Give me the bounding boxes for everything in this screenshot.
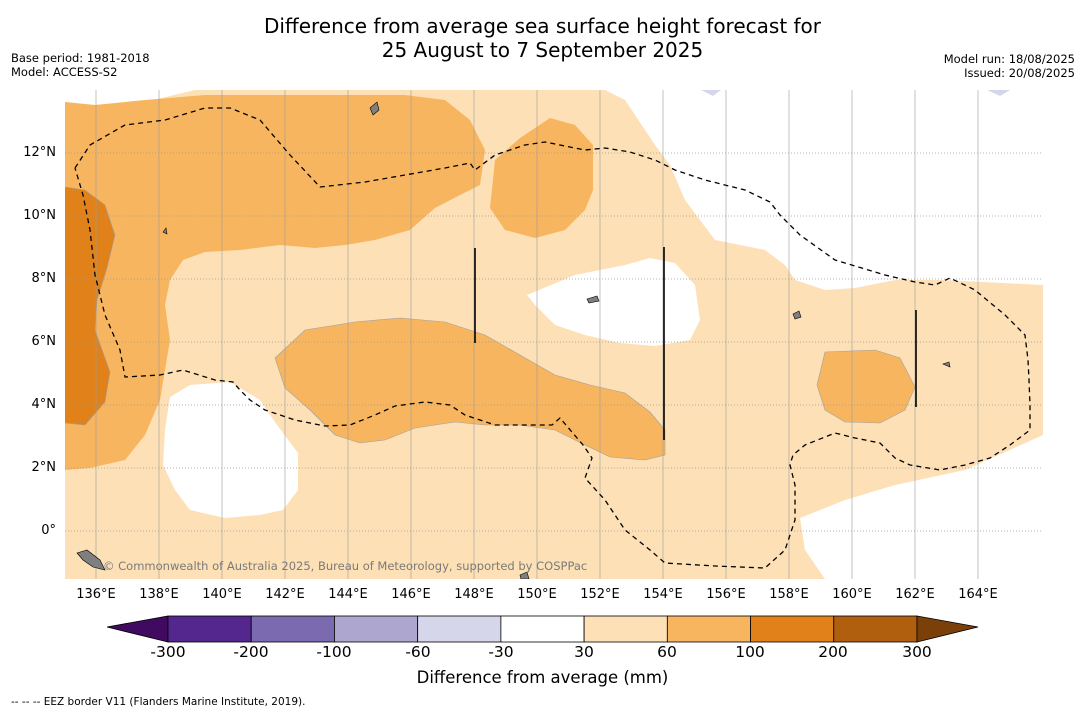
anomaly-100-200-west xyxy=(65,187,115,425)
colorbar-segment xyxy=(334,615,419,643)
colorbar-extend-low xyxy=(107,615,169,643)
forecast-map xyxy=(65,90,1043,579)
colorbar-tick-300: 300 xyxy=(902,643,932,661)
lon-tick-164e: 164°E xyxy=(958,587,998,602)
lon-tick-150e: 150°E xyxy=(517,587,557,602)
meta-left: Base period: 1981-2018 Model: ACCESS-S2 xyxy=(11,51,150,79)
neutral-area-center xyxy=(527,258,700,346)
colorbar-extend-high xyxy=(916,615,979,643)
model-run: Model run: 18/08/2025 xyxy=(943,52,1075,66)
colorbar-segment xyxy=(250,615,335,643)
colorbar-tick-neg200: -200 xyxy=(233,643,269,661)
neutral-area-west xyxy=(163,382,298,518)
neutral-area-east-top xyxy=(765,90,1043,285)
colorbar-segment xyxy=(750,615,835,643)
colorbar-tick-60: 60 xyxy=(657,643,677,661)
neutral-area-southeast xyxy=(800,435,1043,579)
lat-tick-10n: 10°N xyxy=(23,208,56,223)
gridlines xyxy=(65,152,1043,532)
colorbar-segment xyxy=(500,615,585,643)
neutral-area-top-left xyxy=(65,90,195,105)
anomaly-60-100-band xyxy=(275,318,665,460)
lon-tick-158e: 158°E xyxy=(769,587,809,602)
title-line-2: 25 August to 7 September 2025 xyxy=(381,38,704,62)
negative-patches xyxy=(701,90,1010,96)
colorbar-tick-neg30: -30 xyxy=(488,643,514,661)
colorbar-tick-200: 200 xyxy=(818,643,848,661)
colorbar-segment xyxy=(833,615,918,643)
lon-tick-152e: 152°E xyxy=(580,587,620,602)
eez-footnote: -- -- -- EEZ border V11 (Flanders Marine… xyxy=(11,696,306,708)
anomaly-60-100-east xyxy=(817,350,915,423)
colorbar-tick-neg300: -300 xyxy=(150,643,186,661)
islands xyxy=(76,101,951,579)
anomaly-60-100-north xyxy=(65,95,485,470)
lat-tick-0: 0° xyxy=(41,523,56,538)
colorbar-segment xyxy=(417,615,502,643)
colorbar-segment xyxy=(666,615,751,643)
colorbar-segment xyxy=(583,615,668,643)
meta-right: Model run: 18/08/2025 Issued: 20/08/2025 xyxy=(944,52,1075,80)
eez-border xyxy=(74,107,1031,569)
base-period: Base period: 1981-2018 xyxy=(11,51,150,65)
lon-tick-148e: 148°E xyxy=(454,587,494,602)
colorbar xyxy=(107,615,979,643)
lat-tick-8n: 8°N xyxy=(31,271,57,286)
colorbar-tick-neg100: -100 xyxy=(316,643,352,661)
colorbar-segment xyxy=(167,615,252,643)
lon-tick-144e: 144°E xyxy=(328,587,368,602)
lat-tick-2n: 2°N xyxy=(31,460,57,475)
lat-tick-4n: 4°N xyxy=(31,397,57,412)
colorbar-tick-neg60: -60 xyxy=(405,643,431,661)
lon-tick-138e: 138°E xyxy=(139,587,179,602)
lat-tick-6n: 6°N xyxy=(31,334,57,349)
lon-tick-146e: 146°E xyxy=(391,587,431,602)
contour-lines xyxy=(65,186,916,461)
lat-tick-12n: 12°N xyxy=(23,145,56,160)
colorbar-tick-30: 30 xyxy=(574,643,594,661)
model-name: Model: ACCESS-S2 xyxy=(11,65,118,79)
chart-title: Difference from average sea surface heig… xyxy=(0,14,1085,62)
issued-date: Issued: 20/08/2025 xyxy=(964,66,1075,80)
colorbar-label: Difference from average (mm) xyxy=(416,668,669,687)
meridians xyxy=(95,90,979,579)
lon-tick-156e: 156°E xyxy=(706,587,746,602)
colorbar-tick-100: 100 xyxy=(735,643,765,661)
boundary-markers xyxy=(474,247,917,440)
lon-tick-142e: 142°E xyxy=(265,587,305,602)
title-line-1: Difference from average sea surface heig… xyxy=(263,14,822,38)
copyright-notice: © Commonwealth of Australia 2025, Bureau… xyxy=(103,559,588,573)
lon-tick-162e: 162°E xyxy=(895,587,935,602)
lon-tick-140e: 140°E xyxy=(202,587,242,602)
lon-tick-160e: 160°E xyxy=(832,587,872,602)
lon-tick-136e: 136°E xyxy=(76,587,116,602)
lon-tick-154e: 154°E xyxy=(643,587,683,602)
